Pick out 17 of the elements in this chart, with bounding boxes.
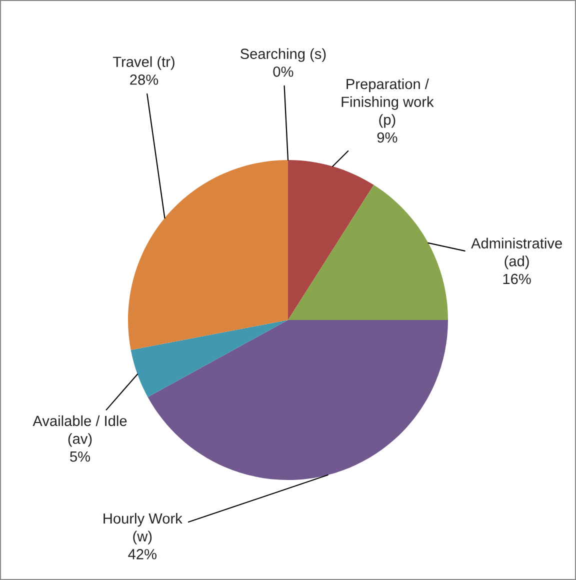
pie-slice <box>288 160 374 320</box>
data-label: 28% <box>130 74 158 85</box>
pie-slice <box>288 184 448 320</box>
data-label: 5% <box>70 451 90 462</box>
category-label: Searching (s) <box>240 48 326 62</box>
text: 0% <box>273 66 294 77</box>
slice-label: Administrative (ad) <box>471 238 562 270</box>
slice-label: Travel (tr) <box>113 56 174 70</box>
data-label: 9% <box>377 132 398 143</box>
pie-slice <box>148 320 448 480</box>
pie-slice <box>128 160 288 350</box>
data-label: 16% <box>503 274 531 284</box>
slice-label: Hourly Work (w) <box>104 512 182 544</box>
slice-label: Available / Idle (av) <box>32 415 127 447</box>
data-label: 42% <box>128 549 156 560</box>
slice-label: Preparation / Finishing work (p) <box>342 78 434 128</box>
pie-slice <box>130 320 288 398</box>
